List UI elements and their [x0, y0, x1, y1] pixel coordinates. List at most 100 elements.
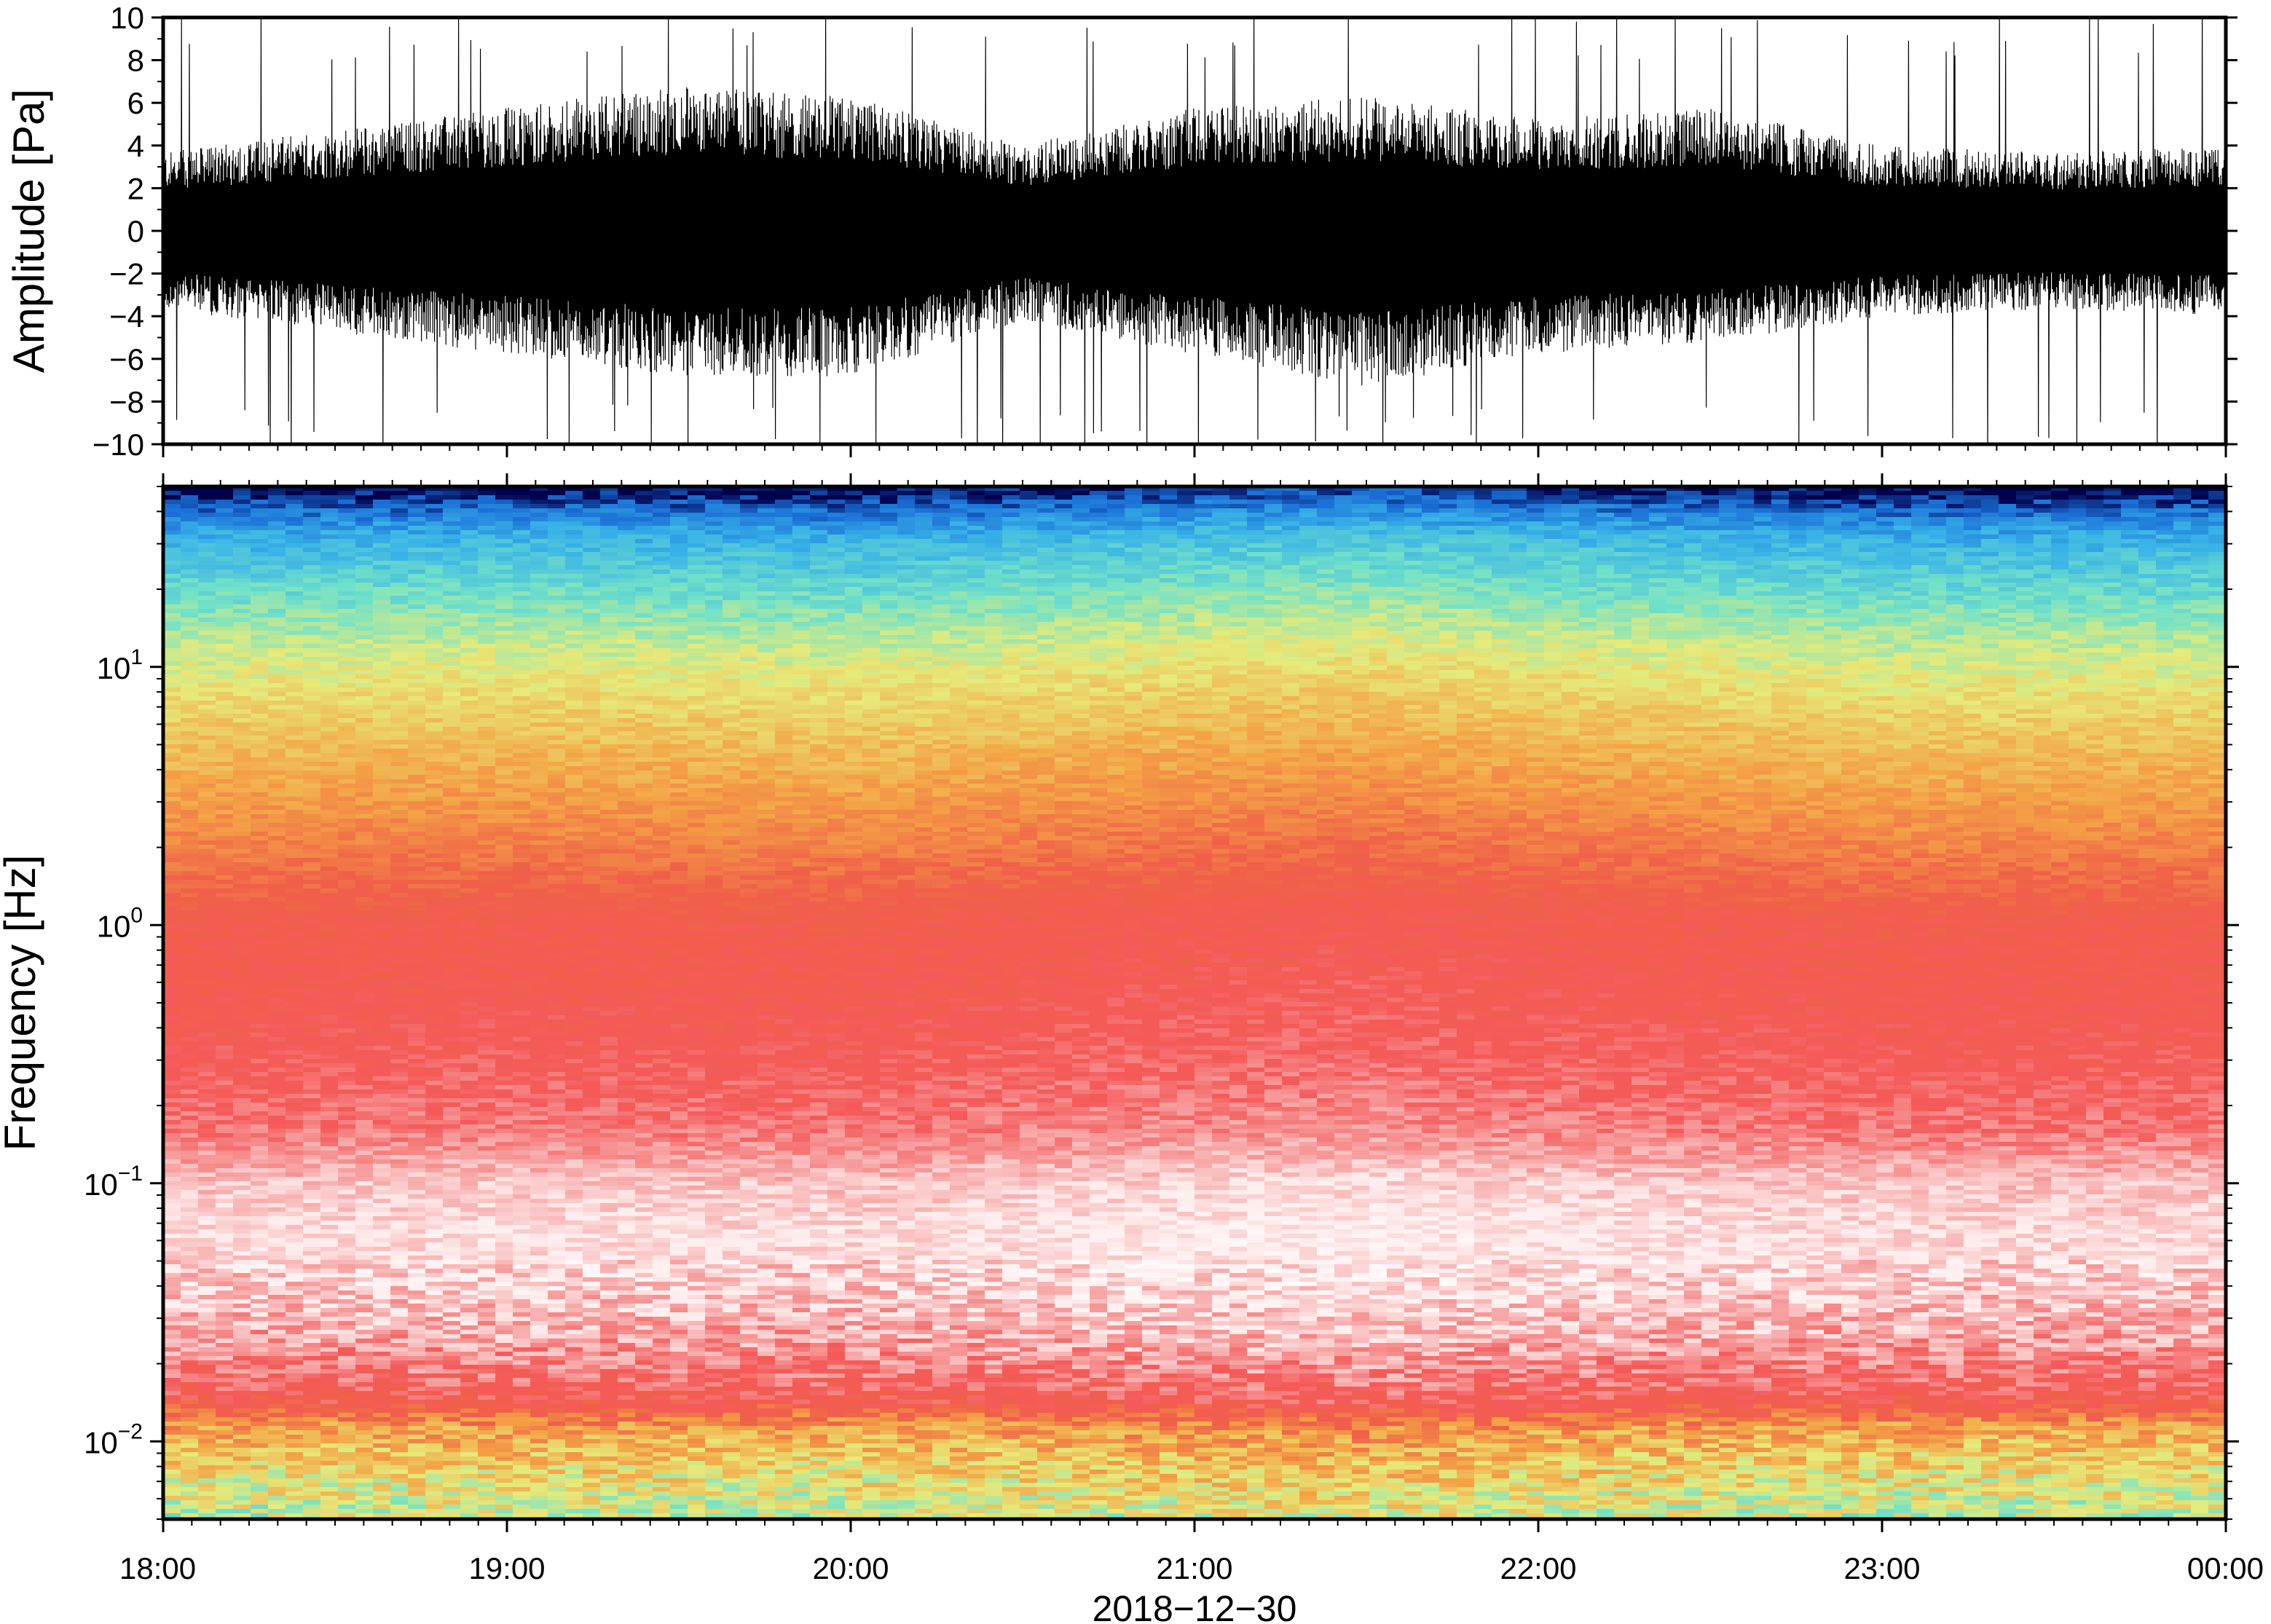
spectrogram-cell — [390, 945, 409, 950]
spectrogram-cell — [251, 1282, 269, 1287]
spectrogram-cell — [513, 801, 531, 806]
spectrogram-cell — [198, 1487, 216, 1492]
spectrogram-cell — [198, 535, 216, 540]
spectrogram-cell — [460, 1264, 479, 1269]
spectrogram-cell — [303, 1002, 321, 1007]
spectrogram-cell — [443, 696, 461, 701]
spectrogram-cell — [373, 1478, 391, 1483]
spectrogram-cell — [478, 766, 496, 771]
spectrogram-cell — [320, 954, 339, 959]
spectrogram-cell — [373, 674, 391, 679]
spectrogram-cell — [303, 1107, 321, 1112]
spectrogram-cell — [513, 779, 531, 784]
spectrogram-cell — [268, 705, 286, 710]
spectrogram-cell — [460, 1465, 479, 1470]
spectrogram-cell — [286, 932, 304, 937]
spectrogram-cell — [286, 1247, 304, 1252]
spectrogram-cell — [425, 1146, 444, 1151]
spectrogram-cell — [320, 1317, 339, 1322]
spectrogram-cell — [390, 1015, 409, 1020]
spectrogram-cell — [443, 1024, 461, 1029]
spectrogram-cell — [163, 1343, 181, 1348]
spectrogram-cell — [408, 757, 426, 762]
spectrogram-cell — [338, 1194, 356, 1199]
spectrogram-cell — [198, 1387, 216, 1392]
spectrogram-cell — [216, 1059, 234, 1064]
spectrogram-cell — [355, 701, 374, 706]
spectrogram-cell — [478, 683, 496, 688]
spectrogram-cell — [460, 1089, 479, 1095]
spectrogram-cell — [320, 1470, 339, 1475]
spectrogram-cell — [355, 1505, 374, 1510]
spectrogram-cell — [216, 727, 234, 732]
spectrogram-cell — [408, 967, 426, 972]
spectrogram-cell — [216, 1089, 234, 1095]
spectrogram-cell — [373, 932, 391, 937]
spectrogram-cell — [443, 1050, 461, 1055]
spectrogram-cell — [495, 696, 513, 701]
spectrogram-cell — [460, 840, 479, 845]
spectrogram-cell — [320, 1085, 339, 1090]
spectrogram-cell — [495, 653, 513, 658]
spectrogram-cell — [373, 639, 391, 645]
spectrogram-cell — [460, 1098, 479, 1103]
spectrogram-cell — [216, 736, 234, 741]
spectrogram-cell — [390, 1408, 409, 1414]
spectrogram-cell — [338, 618, 356, 623]
spectrogram-cell — [338, 1063, 356, 1068]
spectrogram-cell — [355, 1491, 374, 1497]
spectrogram-cell — [268, 1430, 286, 1435]
spectrogram-cell — [495, 561, 513, 566]
spectrogram-cell — [495, 980, 513, 985]
spectrogram-cell — [320, 1020, 339, 1025]
spectrogram-cell — [233, 954, 251, 959]
spectrogram-cell — [163, 1242, 181, 1247]
spectrogram-cell — [303, 971, 321, 977]
spectrogram-cell — [303, 718, 321, 723]
spectrogram-cell — [286, 1028, 304, 1033]
spectrogram-cell — [163, 1382, 181, 1387]
spectrogram-cell — [268, 1050, 286, 1055]
spectrogram-cell — [495, 958, 513, 963]
spectrogram-cell — [513, 486, 531, 492]
spectrogram-cell — [513, 543, 531, 548]
spectrogram-cell — [495, 1251, 513, 1256]
spectrogram-cell — [198, 1478, 216, 1483]
spectrogram-cell — [408, 1059, 426, 1064]
spectrogram-cell — [181, 845, 199, 850]
spectrogram-cell — [355, 1461, 374, 1466]
spectrogram-cell — [373, 1439, 391, 1444]
spectrogram-cell — [478, 1334, 496, 1339]
spectrogram-cell — [163, 884, 181, 889]
spectrogram-cell — [181, 1382, 199, 1387]
spectrogram-cell — [216, 692, 234, 697]
spectrogram-cell — [338, 535, 356, 540]
spectrogram-cell — [198, 1513, 216, 1518]
spectrogram-cell — [425, 674, 444, 679]
spectrogram-cell — [286, 1430, 304, 1435]
spectrogram-cell — [425, 644, 444, 649]
spectrogram-cell — [181, 1124, 199, 1130]
spectrogram-cell — [478, 919, 496, 924]
spectrogram-cell — [460, 1382, 479, 1387]
spectrogram-cell — [233, 1325, 251, 1331]
spectrogram-cell — [163, 950, 181, 955]
spectrogram-cell — [338, 950, 356, 955]
spectrogram-cell — [181, 1146, 199, 1151]
spectrogram-cell — [460, 1172, 479, 1178]
spectrogram-cell — [216, 508, 234, 513]
spectrogram-cell — [251, 1413, 269, 1418]
spectrogram-cell — [425, 1199, 444, 1204]
spectrogram-cell — [303, 775, 321, 780]
spectrogram-cell — [198, 1107, 216, 1112]
spectrogram-cell — [268, 709, 286, 714]
spectrogram-cell — [408, 1177, 426, 1182]
spectrogram-cell — [216, 1076, 234, 1081]
spectrogram-cell — [513, 539, 531, 544]
spectrogram-cell — [373, 1435, 391, 1440]
spectrogram-cell — [355, 744, 374, 749]
spectrogram-cell — [181, 993, 199, 998]
spectrogram-cell — [216, 1299, 234, 1304]
spectrogram-cell — [390, 1142, 409, 1147]
spectrogram-cell — [198, 504, 216, 509]
